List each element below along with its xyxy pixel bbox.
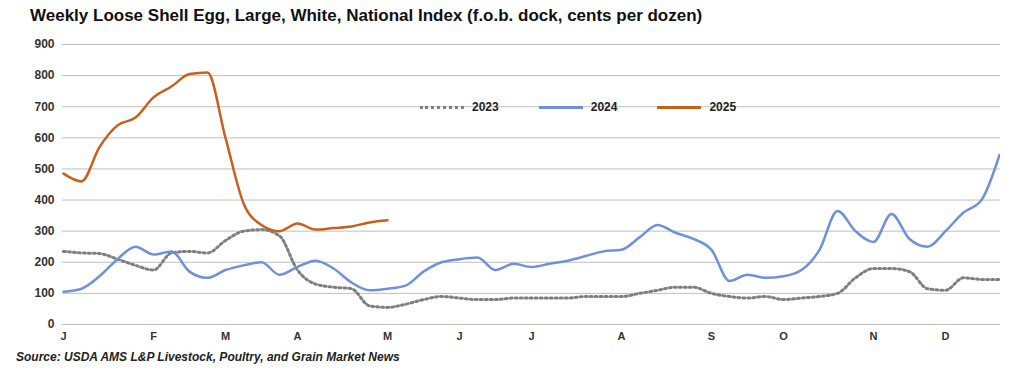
html-text:Weekly Loose Shell Egg, Large,: Weekly Loose Shell Egg, Large, White, Na… [30, 6, 703, 25]
svg-text:100: 100 [34, 286, 54, 300]
html-text:2024: 2024 [590, 100, 618, 114]
svg-text:900: 900 [34, 37, 54, 51]
svg-text:400: 400 [34, 193, 54, 207]
svg-text:N: N [870, 330, 878, 342]
svg-text:J: J [528, 330, 534, 342]
svg-text:M: M [383, 330, 392, 342]
svg-text:D: D [942, 330, 950, 342]
svg-text:A: A [294, 330, 302, 342]
svg-text:J: J [456, 330, 462, 342]
svg-text:F: F [150, 330, 157, 342]
svg-text:600: 600 [34, 131, 54, 145]
svg-text:500: 500 [34, 162, 54, 176]
svg-text:200: 200 [34, 255, 54, 269]
svg-text:700: 700 [34, 100, 54, 114]
html-text:2025: 2025 [709, 100, 737, 114]
svg-text:M: M [221, 330, 230, 342]
svg-text:800: 800 [34, 68, 54, 82]
html-text:2023: 2023 [472, 100, 499, 114]
svg-text:S: S [708, 330, 715, 342]
svg-text:J: J [60, 330, 66, 342]
svg-text:A: A [618, 330, 626, 342]
svg-text:O: O [779, 330, 788, 342]
svg-text:300: 300 [34, 224, 54, 238]
html-text:Source: USDA AMS L&P Livestock: Source: USDA AMS L&P Livestock, Poultry,… [16, 350, 400, 364]
svg-text:0: 0 [48, 317, 55, 331]
